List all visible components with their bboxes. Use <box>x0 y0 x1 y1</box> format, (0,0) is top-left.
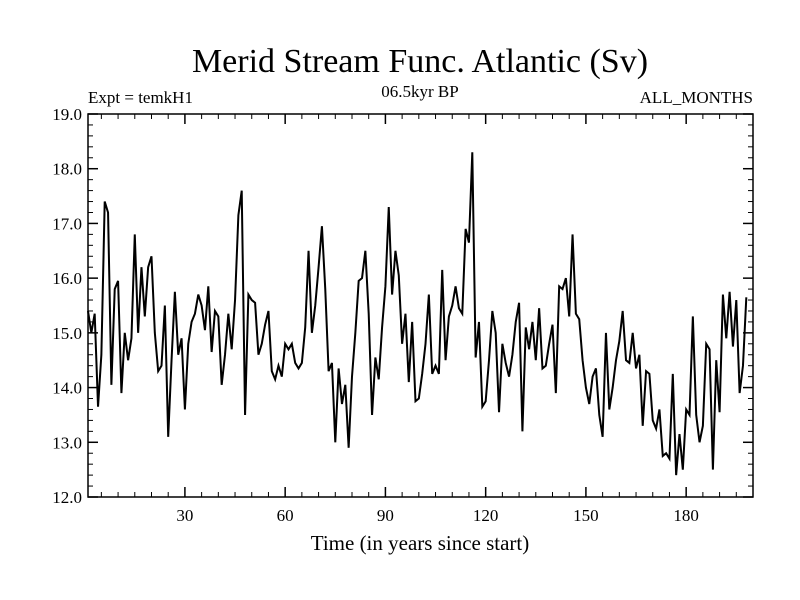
subtitle-period: 06.5kyr BP <box>381 82 458 101</box>
chart-title: Merid Stream Func. Atlantic (Sv) <box>192 43 648 80</box>
plot-frame <box>87 113 754 498</box>
series-line <box>87 152 748 476</box>
y-tick-label: 18.0 <box>52 160 82 179</box>
y-tick-label: 15.0 <box>52 324 82 343</box>
x-tick-label: 90 <box>377 506 394 525</box>
y-tick-label: 19.0 <box>52 105 82 124</box>
subtitle-months: ALL_MONTHS <box>640 88 753 107</box>
x-tick-label: 120 <box>473 506 499 525</box>
x-axis: 30 60 90 120 150 180 <box>100 114 737 525</box>
x-axis-label: Time (in years since start) <box>311 531 530 555</box>
y-tick-label: 17.0 <box>52 214 82 233</box>
subtitle-experiment: Expt = temkH1 <box>88 88 193 107</box>
y-tick-label: 16.0 <box>52 269 82 288</box>
y-axis: 12.0 13.0 14.0 15.0 16.0 17.0 18.0 19.0 <box>52 105 753 507</box>
y-tick-label: 12.0 <box>52 488 82 507</box>
y-tick-label: 13.0 <box>52 433 82 452</box>
x-tick-label: 180 <box>673 506 699 525</box>
y-tick-label: 14.0 <box>52 379 82 398</box>
x-tick-label: 150 <box>573 506 599 525</box>
x-tick-label: 30 <box>176 506 193 525</box>
x-tick-label: 60 <box>277 506 294 525</box>
